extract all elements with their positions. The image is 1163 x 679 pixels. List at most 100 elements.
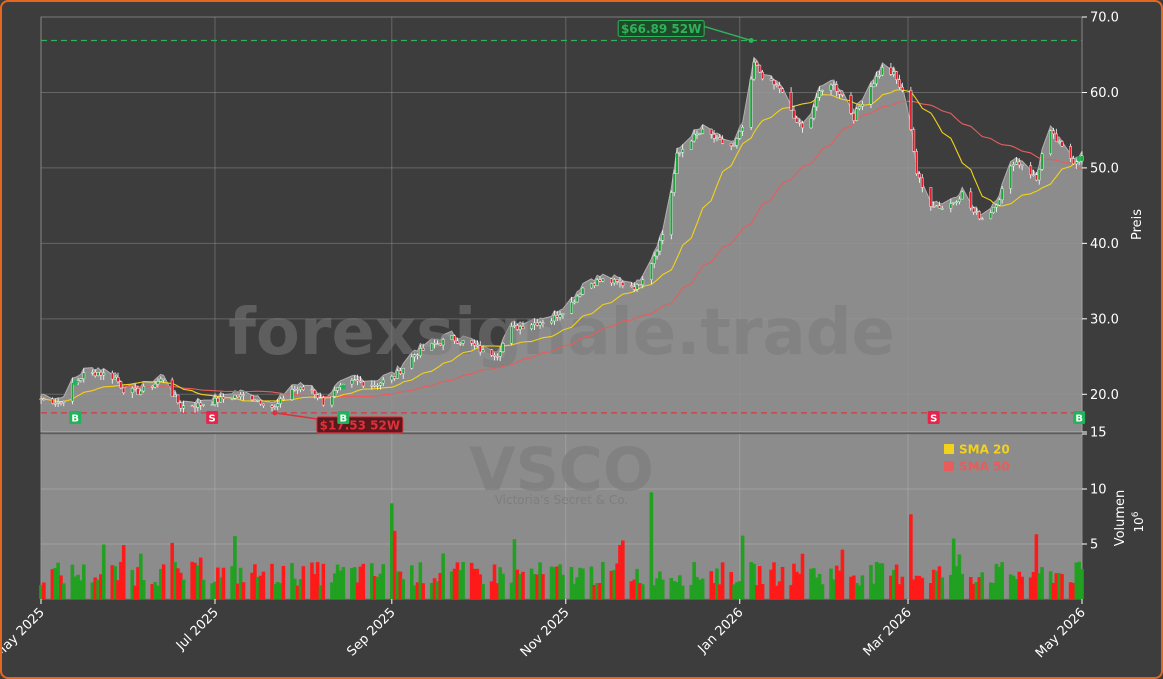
candle-body bbox=[929, 187, 933, 207]
volume-bar bbox=[618, 544, 622, 599]
volume-bar bbox=[1054, 573, 1059, 599]
volume-bar bbox=[1014, 579, 1019, 599]
candle-body bbox=[279, 398, 282, 404]
candle-body bbox=[595, 279, 599, 286]
volume-bar bbox=[592, 584, 597, 599]
candle-body bbox=[461, 340, 465, 344]
volume-bar bbox=[869, 564, 873, 599]
volume-bar bbox=[752, 563, 756, 599]
volume-bar bbox=[635, 568, 639, 599]
candle-body bbox=[113, 377, 117, 380]
candle-body bbox=[276, 403, 280, 407]
legend-swatch bbox=[944, 444, 954, 454]
volume-bar bbox=[398, 571, 403, 599]
volume-bar bbox=[101, 544, 106, 599]
legend-label: SMA 50 bbox=[959, 460, 1010, 474]
candle-body bbox=[330, 396, 334, 406]
candle-body bbox=[299, 386, 302, 390]
candle-body bbox=[239, 394, 243, 397]
volume-bar bbox=[421, 583, 425, 599]
volume-bar bbox=[330, 582, 334, 599]
volume-bar bbox=[1011, 575, 1016, 599]
candle-body bbox=[136, 388, 140, 395]
volume-bar bbox=[452, 568, 457, 599]
candle-body bbox=[918, 173, 921, 179]
volume-bar bbox=[278, 583, 283, 599]
volume-bar bbox=[375, 576, 380, 599]
volume-bar bbox=[301, 566, 306, 599]
volume-bar bbox=[295, 585, 300, 599]
candle-body bbox=[353, 379, 357, 381]
candle-body bbox=[233, 394, 237, 399]
candle-body bbox=[775, 84, 779, 86]
candle-body bbox=[752, 61, 756, 80]
candle-body bbox=[501, 343, 505, 353]
candle-body bbox=[510, 326, 513, 344]
candle-body bbox=[1032, 174, 1035, 176]
price-tick-label: 60.0 bbox=[1090, 86, 1119, 101]
candle-body bbox=[969, 191, 973, 209]
volume-bar bbox=[1048, 571, 1053, 599]
volume-bar bbox=[541, 574, 545, 599]
volume-bar bbox=[735, 582, 739, 599]
candle-body bbox=[815, 97, 819, 108]
volume-bar bbox=[578, 567, 582, 599]
volume-bar bbox=[612, 569, 617, 599]
candle-body bbox=[418, 347, 422, 356]
volume-bar bbox=[478, 574, 483, 599]
volume-bar bbox=[977, 577, 982, 599]
volume-bar bbox=[957, 554, 962, 599]
candle-body bbox=[396, 370, 399, 379]
volume-bar bbox=[849, 576, 853, 599]
volume-bar bbox=[116, 580, 120, 599]
candle-body bbox=[935, 205, 938, 208]
candle-body bbox=[552, 315, 556, 322]
candle-body bbox=[858, 106, 861, 110]
candle-body bbox=[90, 372, 94, 374]
volume-bar bbox=[640, 584, 645, 599]
volume-bar bbox=[193, 562, 197, 599]
volume-bar bbox=[960, 573, 965, 599]
candle-body bbox=[960, 191, 964, 200]
volume-bar bbox=[1008, 574, 1013, 599]
candle-body bbox=[755, 61, 759, 66]
volume-bar bbox=[492, 564, 497, 599]
volume-bar bbox=[832, 579, 836, 599]
volume-bar bbox=[834, 565, 839, 599]
volume-bar bbox=[894, 564, 899, 599]
volume-bar bbox=[412, 585, 417, 599]
volume-bar bbox=[809, 568, 813, 599]
candle-body bbox=[570, 301, 573, 314]
volume-bar bbox=[769, 569, 773, 599]
volume-bar bbox=[352, 567, 357, 599]
annotation-box bbox=[617, 19, 705, 37]
candle-body bbox=[1052, 130, 1055, 135]
price-tick-label: 15 bbox=[1090, 426, 1107, 441]
volume-bar bbox=[672, 581, 676, 599]
volume-bar bbox=[76, 574, 80, 599]
volume-bar bbox=[698, 579, 702, 599]
candle-body bbox=[1074, 161, 1078, 165]
sma-20-line bbox=[41, 89, 1083, 403]
volume-bar bbox=[601, 561, 605, 599]
volume-bar bbox=[1057, 572, 1061, 599]
candle-body bbox=[159, 378, 163, 382]
candle-body bbox=[735, 138, 739, 146]
candle-body bbox=[518, 326, 522, 330]
candle-body bbox=[1009, 165, 1013, 189]
volume-bar bbox=[332, 573, 337, 599]
volume-bar bbox=[221, 567, 226, 599]
candle-body bbox=[618, 281, 622, 283]
volume-bar bbox=[518, 574, 522, 599]
volume-bar bbox=[1028, 577, 1033, 599]
candle-body bbox=[792, 109, 796, 119]
candle-body bbox=[878, 74, 881, 77]
volume-bar bbox=[712, 583, 716, 599]
candle-body bbox=[821, 89, 824, 92]
price-tick-label: 30.0 bbox=[1090, 312, 1119, 327]
candle-body bbox=[655, 250, 659, 257]
candle-body bbox=[139, 390, 143, 395]
volume-bar bbox=[81, 564, 86, 599]
volume-bar bbox=[370, 563, 374, 599]
